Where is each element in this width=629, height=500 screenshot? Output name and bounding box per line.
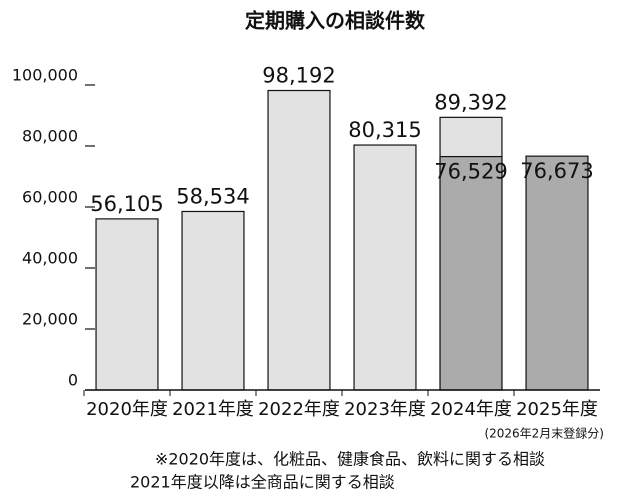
bar: [95, 218, 159, 391]
y-tick-label: 100,000: [12, 66, 78, 85]
value-label: 89,392: [434, 90, 507, 114]
x-tick-label: 2020年度: [86, 399, 168, 420]
bar: [353, 144, 417, 391]
chart-title: 定期購入の相談件数: [245, 9, 426, 33]
footnote: ※2020年度は、化粧品、健康食品、飲料に関する相談: [155, 450, 545, 469]
y-tick-label: 60,000: [22, 188, 78, 207]
y-tick-label: 40,000: [22, 249, 78, 268]
bar: [525, 155, 589, 391]
value-label: 56,105: [90, 192, 163, 216]
bar: [267, 89, 331, 391]
x-tick-label: 2023年度: [344, 399, 426, 420]
x-tick-label: 2024年度: [430, 399, 512, 420]
y-tick-label: 20,000: [22, 310, 78, 329]
y-tick-label: 80,000: [22, 127, 78, 146]
y-tick-label: 0: [68, 371, 78, 390]
x-tick-label: 2025年度: [516, 399, 598, 420]
value-label: 98,192: [262, 64, 335, 88]
x-tick-label: 2021年度: [172, 399, 254, 420]
x-tick-label: 2022年度: [258, 399, 340, 420]
bar: [181, 210, 245, 391]
value-label: 76,529: [434, 160, 507, 184]
value-label: 58,534: [176, 184, 249, 208]
bar: [439, 155, 503, 391]
category-note: (2026年2月末登録分): [484, 426, 604, 441]
footnote: 2021年度以降は全商品に関する相談: [130, 473, 395, 492]
value-label: 80,315: [348, 118, 421, 142]
value-label: 76,673: [520, 159, 593, 183]
